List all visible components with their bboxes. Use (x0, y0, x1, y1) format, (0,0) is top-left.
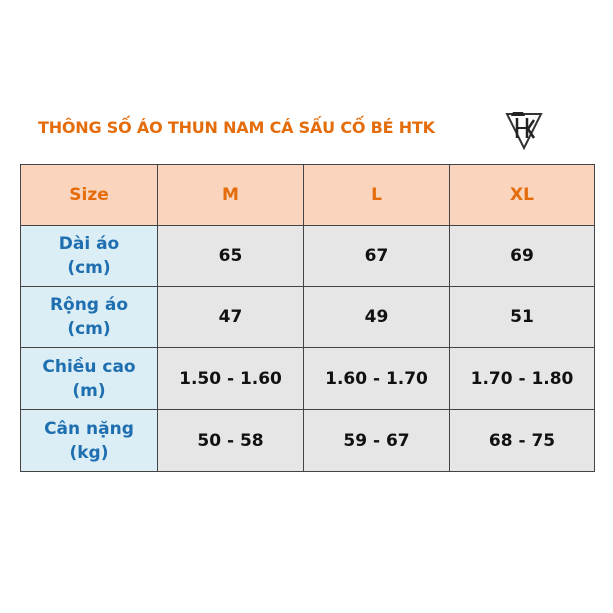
cell: 51 (449, 286, 595, 348)
header-cell: M (157, 164, 304, 226)
cell: 65 (157, 225, 304, 287)
cell: 47 (157, 286, 304, 348)
header-cell: XL (449, 164, 595, 226)
row-label: Rộng áo (cm) (20, 286, 158, 348)
cell: 50 - 58 (157, 409, 304, 472)
logo (503, 108, 545, 152)
cell: 69 (449, 225, 595, 287)
cell: 1.50 - 1.60 (157, 347, 304, 410)
cell: 1.60 - 1.70 (303, 347, 450, 410)
size-table: Size M L XL Dài áo (cm) 65 67 69 Rộng áo (cm) 47 4… (20, 164, 595, 472)
table-row: Chiều cao (m) 1.50 - 1.60 1.60 - 1.70 1.70 … (20, 347, 595, 410)
cell: 67 (303, 225, 450, 287)
cell: 1.70 - 1.80 (449, 347, 595, 410)
cell: 49 (303, 286, 450, 348)
title: THÔNG SỐ ÁO THUN NAM CÁ SẤU CỐ BÉ HTK (38, 118, 435, 137)
header-cell: Size (20, 164, 158, 226)
table-row: Rộng áo (cm) 47 49 51 (20, 286, 595, 348)
header-cell: L (303, 164, 450, 226)
row-label: Dài áo (cm) (20, 225, 158, 287)
cell: 68 - 75 (449, 409, 595, 472)
row-label: Cân nặng (kg) (20, 409, 158, 472)
table-row: Cân nặng (kg) 50 - 58 59 - 67 68 - 75 (20, 409, 595, 472)
header-row: Size M L XL (20, 164, 595, 226)
cell: 59 - 67 (303, 409, 450, 472)
table-row: Dài áo (cm) 65 67 69 (20, 225, 595, 287)
row-label: Chiều cao (m) (20, 347, 158, 410)
